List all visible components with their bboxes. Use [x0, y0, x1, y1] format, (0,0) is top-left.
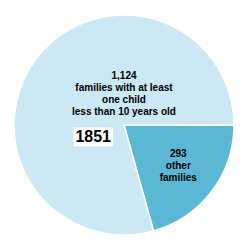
value-label: 1,124: [111, 70, 136, 81]
label-line: less than 10 years old: [72, 106, 176, 117]
slice-label: 293otherfamilies: [160, 148, 198, 183]
slices: [14, 15, 234, 235]
annotation: 1851: [73, 127, 113, 146]
chart: 293otherfamilies 1,124families with at le…: [0, 0, 248, 250]
annotation-text: 1851: [75, 128, 111, 145]
label-line: one child: [102, 94, 146, 105]
category-label: otherfamilies: [160, 160, 198, 183]
label-line: other: [166, 160, 191, 171]
label-line: families: [160, 172, 198, 183]
annotation-box: [73, 127, 113, 146]
category-label: families with at leastone childless than…: [72, 82, 176, 117]
value-label: 293: [170, 148, 187, 159]
slice: [14, 15, 234, 235]
label-line: families with at least: [75, 82, 173, 93]
slice-label: 1,124families with at leastone childless…: [72, 70, 176, 117]
